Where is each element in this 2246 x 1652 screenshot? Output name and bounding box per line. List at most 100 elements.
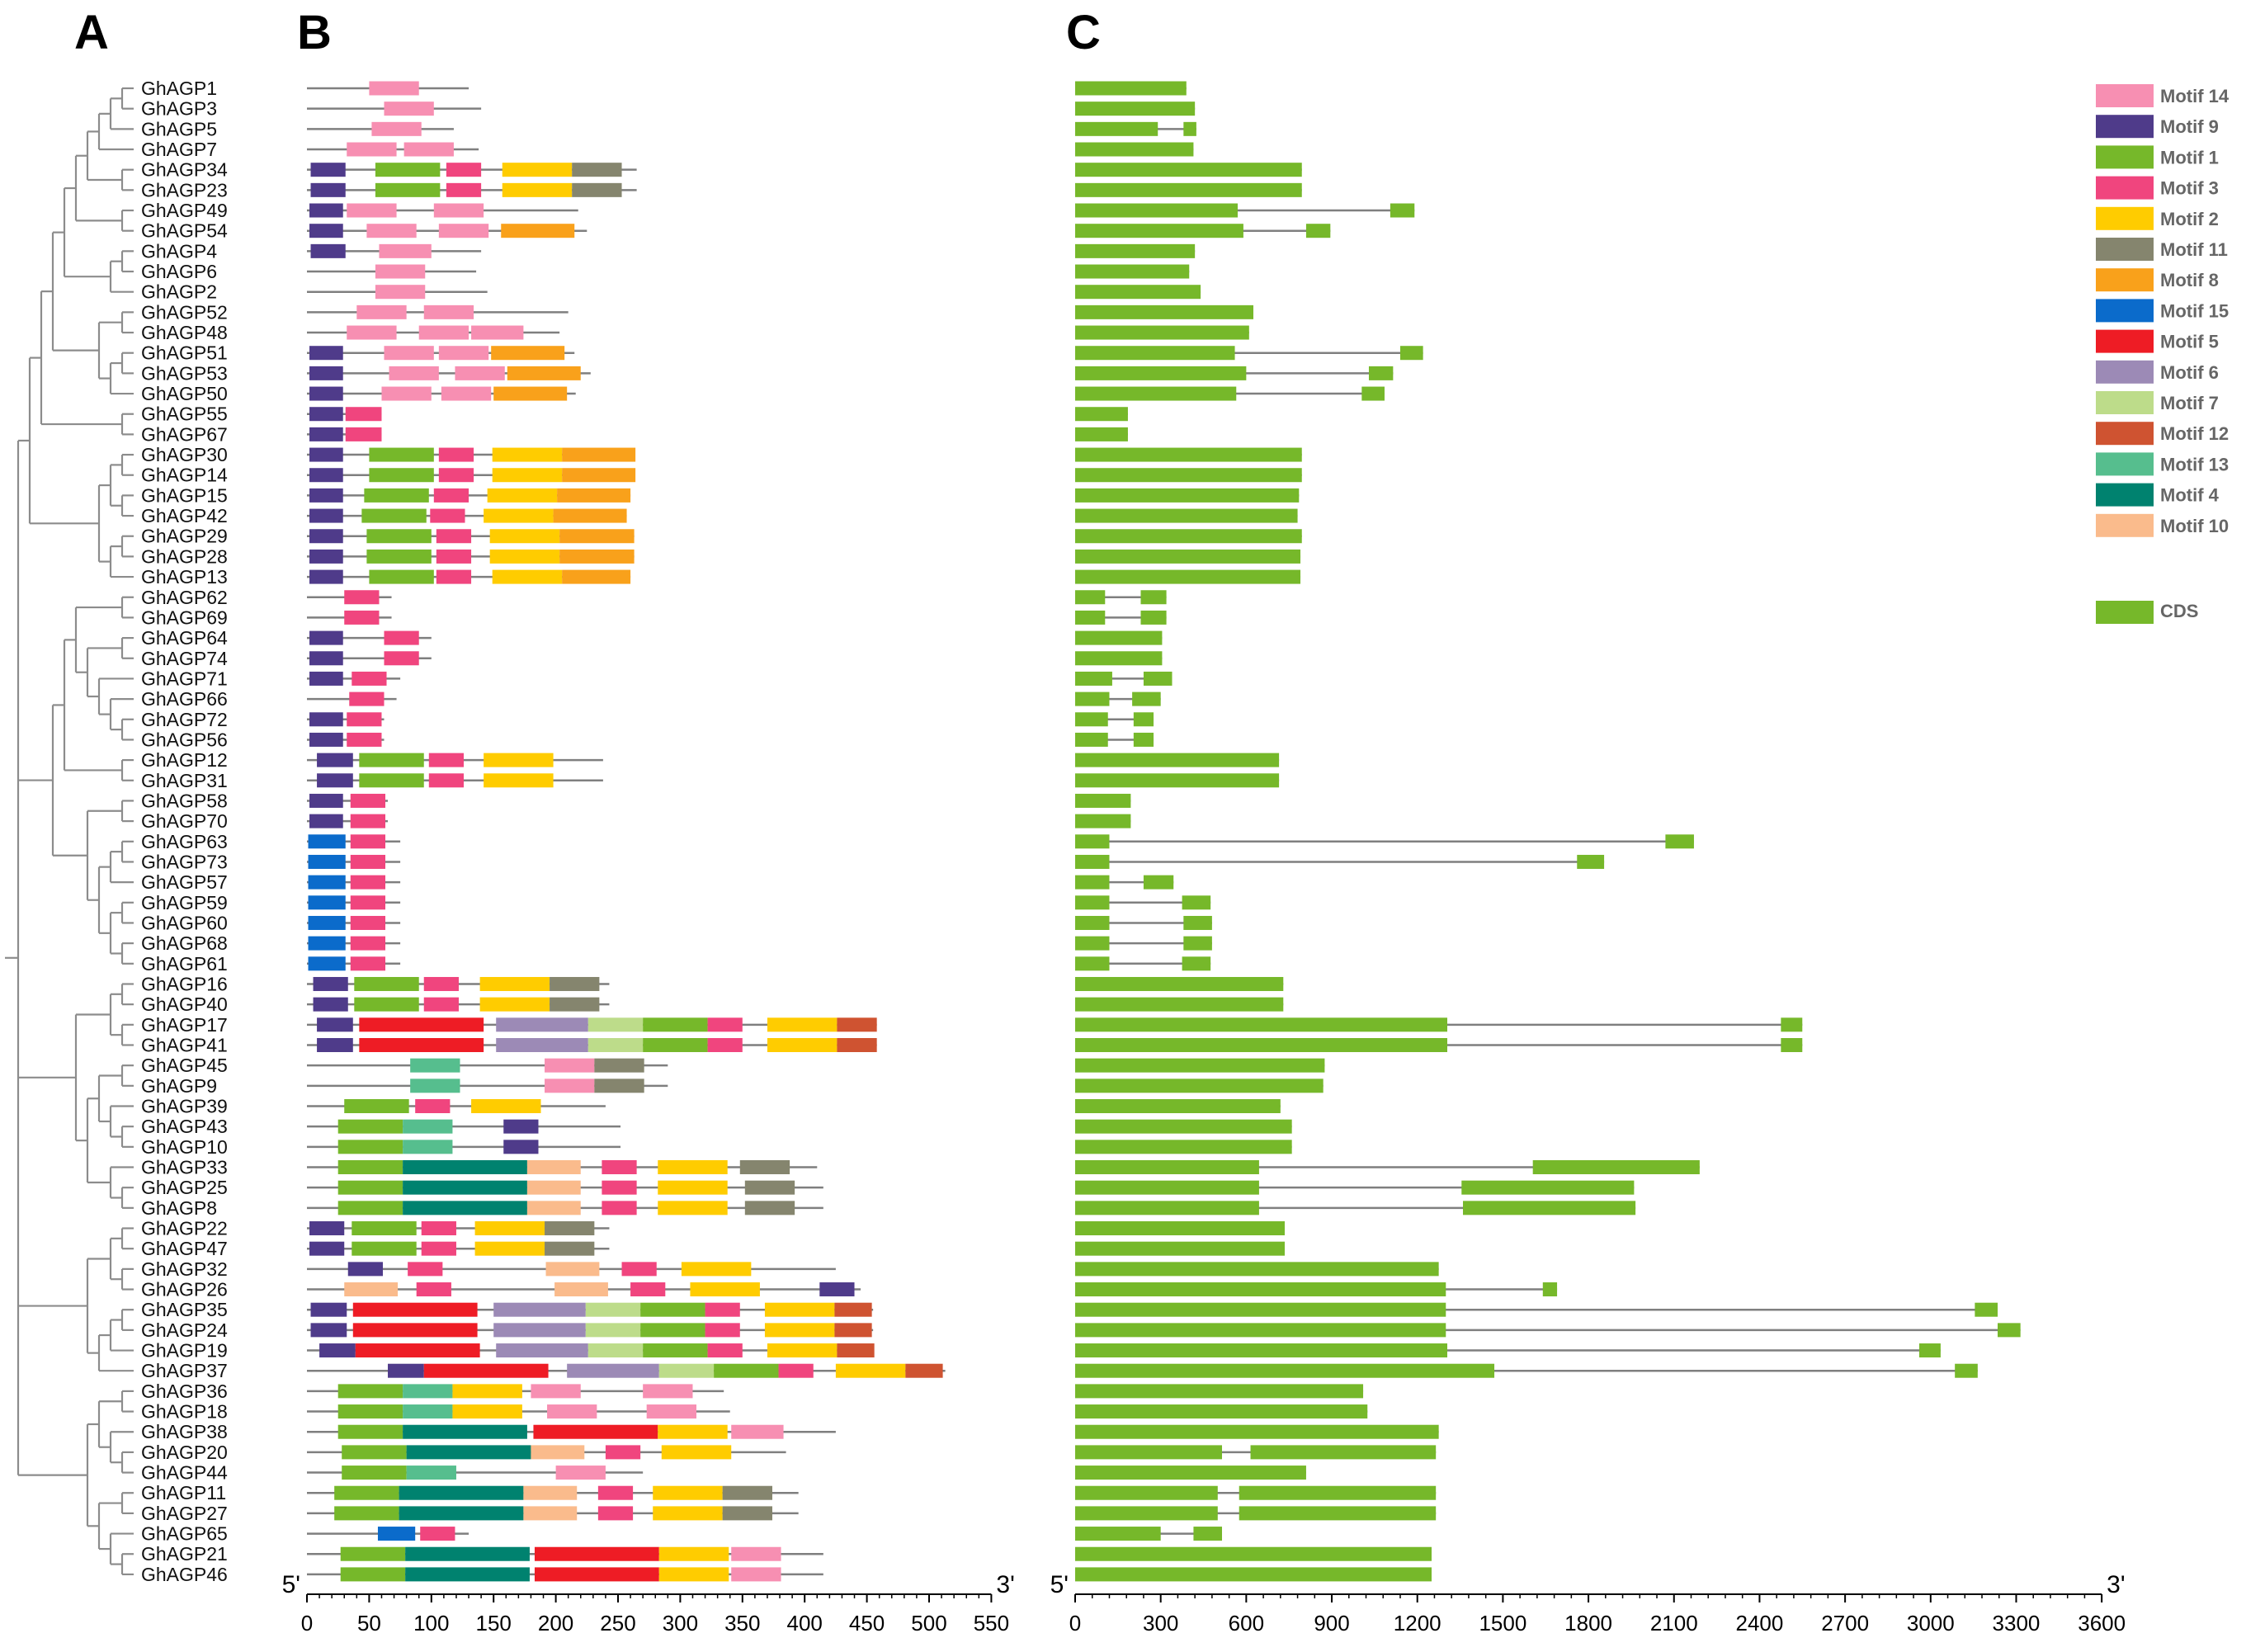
motif-box xyxy=(501,224,575,238)
cds-box xyxy=(1075,976,1284,991)
cds-box xyxy=(1250,1445,1437,1460)
axis-c-tick-label: 2700 xyxy=(1821,1611,1869,1635)
cds-box xyxy=(1183,121,1196,136)
motif-box xyxy=(479,976,550,991)
motif-box xyxy=(309,447,343,462)
motif-box xyxy=(731,1546,781,1561)
cds-box xyxy=(1075,366,1247,380)
cds-box xyxy=(1182,895,1211,910)
motif-box xyxy=(410,1058,460,1073)
cds-box xyxy=(1075,569,1301,584)
motif-box xyxy=(342,1466,407,1480)
motif-box xyxy=(643,1384,693,1399)
cds-box xyxy=(1075,1343,1448,1358)
motif-box xyxy=(436,529,472,544)
motif-box xyxy=(658,1567,729,1582)
motif-box xyxy=(837,1037,877,1052)
motif-box xyxy=(309,814,343,828)
legend-label: Motif 8 xyxy=(2160,270,2219,290)
motif-box xyxy=(484,753,554,767)
motif-box xyxy=(350,936,386,951)
cds-box xyxy=(1183,936,1212,951)
motif-box xyxy=(744,1201,795,1215)
motif-box xyxy=(471,1099,541,1113)
motif-box xyxy=(496,1343,588,1358)
motif-box xyxy=(355,1343,480,1358)
motif-box xyxy=(415,1099,451,1113)
cds-box xyxy=(1075,630,1163,645)
motif-box xyxy=(352,1221,417,1236)
motif-box xyxy=(438,224,489,238)
motif-box xyxy=(555,1466,606,1480)
motif-box xyxy=(452,1384,522,1399)
axis-b-tick-label: 500 xyxy=(911,1611,946,1635)
motif-box xyxy=(347,142,397,157)
axis-b-tick-label: 350 xyxy=(724,1611,760,1635)
motif-box xyxy=(399,1506,524,1521)
legend-swatch xyxy=(2096,115,2154,139)
axis-b-tick-label: 450 xyxy=(849,1611,885,1635)
cds-box xyxy=(1075,1466,1306,1480)
motif-box xyxy=(317,773,353,788)
cds-box xyxy=(1368,366,1394,380)
axes: 0 50 100 150 200 250 300 350 400 450 500 550 5' 3' 0 30… xyxy=(282,1571,2126,1635)
motif-box xyxy=(310,243,346,258)
motif-box xyxy=(418,325,469,340)
motif-box xyxy=(364,488,429,503)
motif-box xyxy=(438,468,474,483)
motif-box xyxy=(310,163,346,177)
motif-box xyxy=(309,712,343,727)
motif-box xyxy=(309,1221,345,1236)
motif-box xyxy=(350,875,386,890)
axis-c-tick-label: 2100 xyxy=(1650,1611,1698,1635)
gene-label: GhAGP55 xyxy=(141,404,228,425)
axis-b-tick-label: 550 xyxy=(974,1611,1009,1635)
motif-box xyxy=(523,1506,578,1521)
cds-box xyxy=(1140,590,1167,605)
motif-box xyxy=(352,1302,478,1317)
motif-box xyxy=(835,1363,906,1378)
cds-box xyxy=(1075,1363,1495,1378)
motif-box xyxy=(344,1099,409,1113)
motif-box xyxy=(371,121,422,136)
motif-box xyxy=(658,1201,728,1215)
motif-box xyxy=(643,1343,708,1358)
motif-box xyxy=(375,182,441,197)
motif-box xyxy=(834,1302,872,1317)
motif-box xyxy=(309,386,343,401)
cds-box xyxy=(1975,1302,1998,1317)
cds-box xyxy=(1390,203,1415,218)
motif-box xyxy=(621,1262,657,1277)
motif-box xyxy=(340,1546,406,1561)
motif-box xyxy=(767,1017,838,1032)
motif-box xyxy=(384,630,419,645)
motif-box xyxy=(658,1363,715,1378)
cds-box xyxy=(1075,203,1238,218)
motif-box xyxy=(369,81,419,96)
cds-box xyxy=(1532,1160,1700,1175)
motif-box xyxy=(479,997,550,1012)
motif-box xyxy=(487,488,558,503)
cds-box xyxy=(1075,142,1194,157)
cds-box xyxy=(1075,101,1196,116)
motif-box xyxy=(834,1323,872,1338)
motif-box xyxy=(526,1201,581,1215)
cds-box xyxy=(1193,1527,1222,1541)
motif-box xyxy=(562,468,636,483)
motif-box xyxy=(489,549,560,564)
motif-box xyxy=(526,1180,581,1195)
cds-box xyxy=(1140,610,1167,625)
motif-box xyxy=(309,732,343,747)
motif-box xyxy=(352,1323,478,1338)
cds-box xyxy=(1075,997,1284,1012)
motif-box xyxy=(403,1404,453,1419)
cds-box xyxy=(1075,81,1187,96)
motif-box xyxy=(428,773,465,788)
motif-box xyxy=(550,976,600,991)
cds-box xyxy=(1075,590,1106,605)
gene-label: GhAGP23 xyxy=(141,179,228,201)
motif-box xyxy=(337,1384,403,1399)
cds-box xyxy=(1143,671,1173,686)
gene-label: GhAGP56 xyxy=(141,729,228,750)
motif-box xyxy=(309,508,343,523)
